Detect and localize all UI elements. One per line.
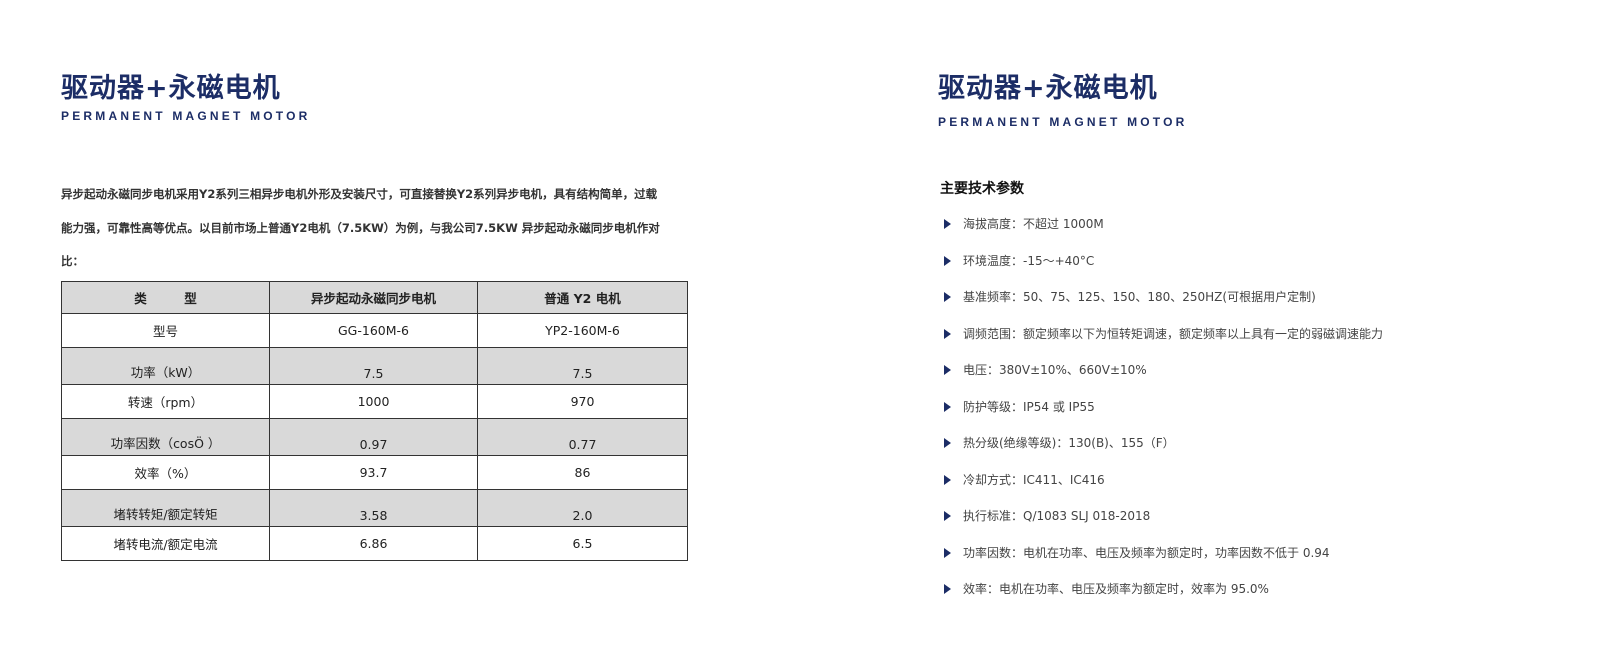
table-cell: YP2-160M-6 xyxy=(477,313,688,348)
table-cell: 转速（rpm） xyxy=(61,384,270,419)
spec-item: 电压：380V±10%、660V±10% xyxy=(940,360,1383,397)
triangle-right-icon xyxy=(944,365,951,375)
spec-text: 基准频率：50、75、125、150、180、250HZ(可根据用户定制) xyxy=(963,290,1316,304)
spec-list: 海拔高度：不超过 1000M 环境温度：-15～+40°C 基准频率：50、75、1… xyxy=(940,214,1383,616)
table-row: 功率因数（cosÖ ） 0.97 0.77 xyxy=(61,418,688,456)
spec-item: 调频范围：额定频率以下为恒转矩调速，额定频率以上具有一定的弱磁调速能力 xyxy=(940,324,1383,361)
header-cell: 普通 Y2 电机 xyxy=(477,281,688,314)
table-cell: 6.5 xyxy=(477,526,688,561)
spec-text: 防护等级：IP54 或 IP55 xyxy=(963,399,1095,414)
table-row: 转速（rpm） 1000 970 xyxy=(61,384,688,419)
spec-text: 功率因数：电机在功率、电压及频率为额定时，功率因数不低于 0.94 xyxy=(963,545,1330,560)
spec-text: 调频范围：额定频率以下为恒转矩调速，额定频率以上具有一定的弱磁调速能力 xyxy=(963,326,1384,341)
table-cell: 970 xyxy=(477,384,688,419)
triangle-right-icon xyxy=(944,292,951,302)
table-cell: 功率因数（cosÖ ） xyxy=(61,418,270,456)
triangle-right-icon xyxy=(944,328,951,339)
spec-item: 防护等级：IP54 或 IP55 xyxy=(940,397,1383,434)
triangle-right-icon xyxy=(944,401,951,412)
spec-text: 电压：380V±10%、660V±10% xyxy=(963,363,1147,377)
table-cell: 6.86 xyxy=(269,526,478,561)
table-cell: 7.5 xyxy=(477,347,688,385)
spec-item: 冷却方式：IC411、IC416 xyxy=(940,470,1383,507)
header-cell: 异步起动永磁同步电机 xyxy=(269,281,478,314)
table-cell: 7.5 xyxy=(269,347,478,385)
triangle-right-icon xyxy=(944,474,951,485)
table-cell: 3.58 xyxy=(269,489,478,527)
spec-text: 执行标准：Q/1083 SLJ 018-2018 xyxy=(963,509,1151,523)
table-cell: 效率（%） xyxy=(61,455,270,490)
spec-item: 执行标准：Q/1083 SLJ 018-2018 xyxy=(940,506,1383,543)
triangle-right-icon xyxy=(944,255,951,266)
page-subtitle-left: PERMANENT MAGNET MOTOR xyxy=(61,109,311,123)
table-cell: 堵转电流/额定电流 xyxy=(61,526,270,561)
triangle-right-icon xyxy=(944,438,951,448)
table-cell: GG-160M-6 xyxy=(269,313,478,348)
triangle-right-icon xyxy=(944,219,951,229)
page-title-right: 驱动器+永磁电机 xyxy=(938,73,1158,104)
spec-text: 冷却方式：IC411、IC416 xyxy=(963,472,1105,487)
spec-item: 基准频率：50、75、125、150、180、250HZ(可根据用户定制) xyxy=(940,287,1383,324)
table-cell: 2.0 xyxy=(477,489,688,527)
spec-text: 环境温度：-15～+40°C xyxy=(963,253,1095,268)
spec-item: 海拔高度：不超过 1000M xyxy=(940,214,1383,251)
page-subtitle-right: PERMANENT MAGNET MOTOR xyxy=(938,115,1188,129)
comparison-table: 类 型 异步起动永磁同步电机 普通 Y2 电机 型号 GG-160M-6 YP2-1… xyxy=(61,281,688,561)
table-row: 效率（%） 93.7 86 xyxy=(61,455,688,490)
table-row: 功率（kW） 7.5 7.5 xyxy=(61,347,688,385)
spec-text: 热分级(绝缘等级)：130(B)、155（F） xyxy=(963,436,1175,450)
table-row: 型号 GG-160M-6 YP2-160M-6 xyxy=(61,313,688,348)
table-row: 堵转转矩/额定转矩 3.58 2.0 xyxy=(61,489,688,527)
spec-text: 海拔高度：不超过 1000M xyxy=(963,217,1104,231)
table-cell: 86 xyxy=(477,455,688,490)
spec-item: 效率：电机在功率、电压及频率为额定时，效率为 95.0% xyxy=(940,579,1383,616)
header-cell: 类 型 xyxy=(61,281,270,314)
spec-item: 热分级(绝缘等级)：130(B)、155（F） xyxy=(940,433,1383,470)
table-cell: 功率（kW） xyxy=(61,347,270,385)
table-cell: 1000 xyxy=(269,384,478,419)
triangle-right-icon xyxy=(944,511,951,521)
spec-item: 环境温度：-15～+40°C xyxy=(940,251,1383,288)
spec-item: 功率因数：电机在功率、电压及频率为额定时，功率因数不低于 0.94 xyxy=(940,543,1383,580)
spec-heading: 主要技术参数 xyxy=(940,181,1024,197)
intro-paragraph: 异步起动永磁同步电机采用Y2系列三相异步电机外形及安装尺寸，可直接替换Y2系列异… xyxy=(61,187,660,268)
table-cell: 型号 xyxy=(61,313,270,348)
page-title-left: 驱动器+永磁电机 xyxy=(61,73,281,104)
table-cell: 0.97 xyxy=(269,418,478,456)
table-header-row: 类 型 异步起动永磁同步电机 普通 Y2 电机 xyxy=(61,281,688,314)
table-cell: 0.77 xyxy=(477,418,688,456)
table-cell: 堵转转矩/额定转矩 xyxy=(61,489,270,527)
triangle-right-icon xyxy=(944,584,951,594)
spec-text: 效率：电机在功率、电压及频率为额定时，效率为 95.0% xyxy=(963,582,1269,596)
table-row: 堵转电流/额定电流 6.86 6.5 xyxy=(61,526,688,561)
table-cell: 93.7 xyxy=(269,455,478,490)
triangle-right-icon xyxy=(944,547,951,558)
